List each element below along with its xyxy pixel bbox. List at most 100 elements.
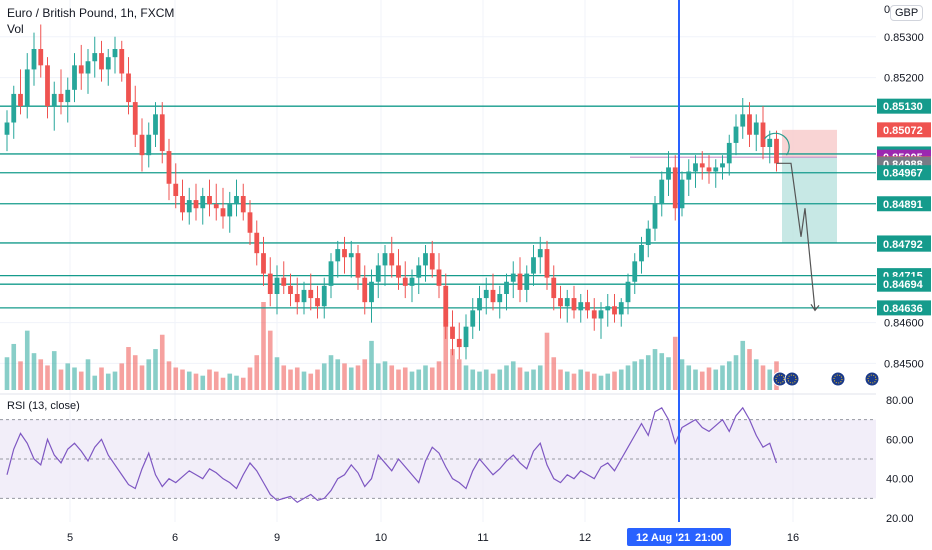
arrowhead (810, 304, 820, 312)
candle-body (85, 61, 91, 74)
candle-body (531, 257, 536, 274)
volume-bar (139, 365, 145, 390)
candle-body (740, 114, 746, 127)
candle-body (99, 53, 104, 70)
volume-bar (551, 357, 557, 390)
volume-bar (612, 371, 617, 390)
volume-bar (58, 369, 64, 390)
candle-body (294, 294, 300, 303)
volume-bar (564, 371, 570, 390)
volume-bar (166, 361, 172, 390)
volume-bar (470, 369, 476, 390)
candle-body (517, 273, 523, 290)
volume-bar (213, 371, 219, 390)
volume-bar (355, 365, 361, 390)
candle-body (463, 326, 469, 348)
volume-bar (72, 367, 77, 390)
volume-bar (625, 365, 631, 390)
candle-body (720, 163, 725, 168)
volume-bar (490, 373, 496, 390)
candle-body (389, 253, 395, 266)
candle-body (24, 69, 30, 107)
price-tag (877, 165, 931, 181)
candle-body (92, 53, 98, 62)
volume-bar (180, 369, 185, 390)
candle-body (328, 261, 334, 286)
candle-body (315, 298, 320, 307)
candle-body (213, 204, 219, 209)
volume-bar (645, 355, 651, 390)
volume-bar (686, 365, 692, 390)
candle-body (497, 294, 503, 303)
time-tick: 5 (67, 532, 73, 544)
candle-body (632, 261, 638, 282)
candle-body (72, 65, 77, 90)
candle-body (153, 114, 158, 135)
volume-bar (672, 336, 678, 390)
price-tag (877, 236, 931, 252)
candle-body (504, 281, 509, 294)
candle-body (625, 281, 631, 303)
volume-bar (274, 357, 280, 390)
volume-bar (308, 373, 314, 390)
candle-body (666, 167, 671, 180)
volume-bar (409, 371, 415, 390)
candle-body (686, 171, 692, 180)
volume-bar (497, 369, 503, 390)
volume-bar (659, 353, 665, 390)
rsi-panel: RSI (13, close) (0, 400, 876, 504)
volume-bar (402, 367, 408, 390)
price-tick: 0.85300 (884, 32, 924, 44)
eu-flag-icon (864, 371, 880, 387)
drawings (764, 132, 820, 312)
time-highlight-date: 12 Aug '21 (636, 532, 690, 544)
volume-bar (159, 334, 165, 390)
candle-body (193, 200, 199, 209)
volume-bar (315, 369, 320, 390)
flag-stars (787, 374, 797, 384)
candle-body (409, 277, 415, 286)
volume-bar (126, 347, 131, 390)
candle-body (274, 277, 280, 294)
volume-bar (281, 365, 287, 390)
candle-body (423, 253, 428, 266)
candle-body (470, 310, 476, 327)
volume-bar (99, 367, 104, 390)
candle-body (483, 289, 489, 299)
price-tag-label: 0.84694 (883, 279, 924, 291)
candle-body (65, 89, 71, 103)
uk-flag-icon (784, 371, 800, 387)
currency-badge[interactable]: GBP (890, 5, 924, 21)
volume-bar (342, 363, 347, 390)
volume-bar (4, 357, 10, 390)
candles (4, 24, 779, 360)
flag-stars (775, 374, 785, 384)
volume-bar (585, 371, 590, 390)
candle-body (281, 277, 287, 286)
volume-bar (294, 367, 300, 390)
candle-body (659, 179, 665, 205)
price-tick: 0.84500 (884, 358, 924, 370)
rsi-tick: 40.00 (886, 474, 914, 486)
candle-body (31, 49, 37, 70)
candle-body (220, 208, 226, 217)
volume-bar (504, 365, 509, 390)
candle-body (186, 200, 192, 213)
volume-bar (767, 369, 773, 390)
volume-bar (261, 302, 266, 390)
candle-body (159, 114, 165, 152)
volume-bars (4, 302, 779, 390)
candle-body (335, 249, 341, 262)
candle-body (436, 269, 442, 286)
volume-bar (45, 365, 50, 390)
candle-body (537, 249, 543, 258)
candle-body (180, 196, 185, 213)
time-tick: 9 (274, 532, 280, 544)
candle-body (207, 196, 212, 205)
volume-bar (747, 349, 752, 390)
candle-body (38, 49, 44, 66)
candle-body (645, 228, 651, 245)
candle-body (699, 163, 705, 168)
candle-body (254, 232, 260, 254)
